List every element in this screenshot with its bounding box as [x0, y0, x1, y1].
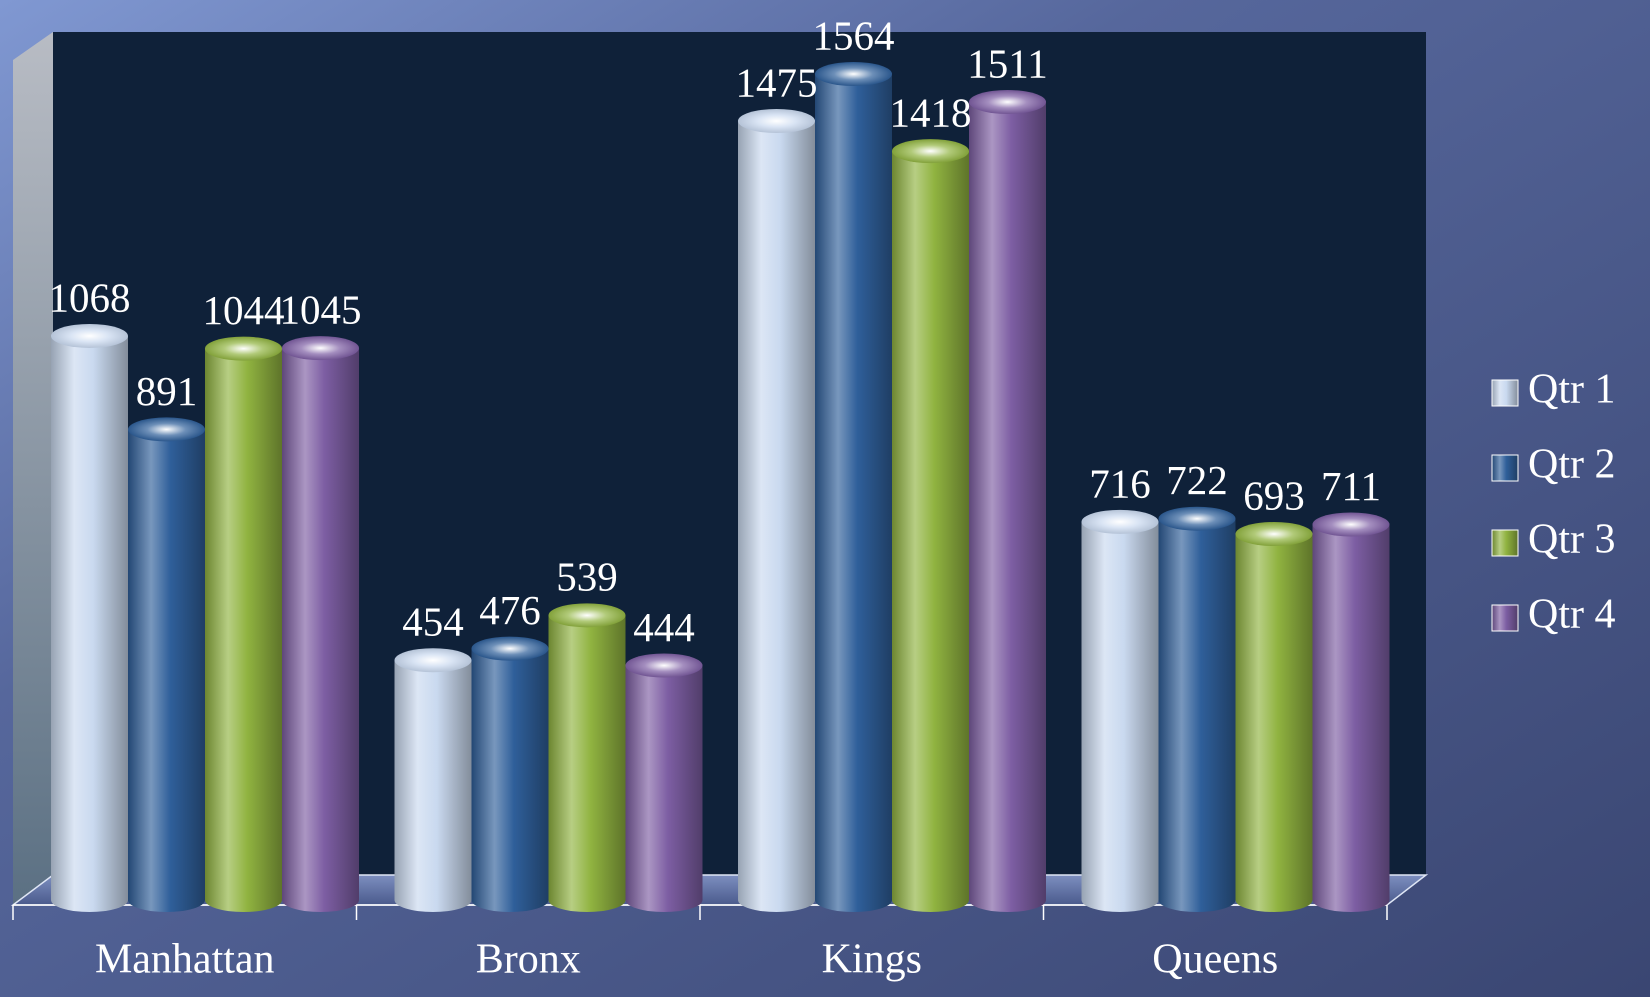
bar: [128, 429, 205, 912]
bar: [282, 348, 359, 912]
bar-top: [128, 417, 205, 442]
legend-swatch: [1491, 454, 1519, 482]
bar: [1312, 524, 1390, 912]
bar: [548, 615, 626, 912]
bar-top: [625, 653, 703, 678]
bar-top: [1081, 509, 1159, 534]
bar-top: [394, 648, 472, 673]
bar-top: [51, 323, 128, 348]
data-label: 1511: [967, 40, 1047, 86]
x-tick-label: Bronx: [476, 937, 581, 983]
legend-swatch: [1491, 379, 1519, 407]
data-label: 693: [1243, 472, 1305, 518]
data-label: 1418: [890, 90, 972, 136]
bar-top: [738, 109, 815, 134]
data-label: 722: [1166, 457, 1228, 503]
x-tick-label: Kings: [822, 937, 922, 983]
bar-top: [1158, 506, 1236, 531]
legend-label: Qtr 4: [1528, 592, 1616, 638]
bar: [471, 648, 549, 912]
bar-top: [1235, 522, 1313, 547]
bar: [394, 660, 472, 912]
data-label: 444: [633, 604, 695, 650]
data-label: 539: [556, 554, 618, 600]
plot: [51, 62, 1390, 913]
x-tick-label: Manhattan: [95, 937, 275, 983]
bar: [205, 348, 282, 912]
bar-top: [282, 336, 359, 361]
legend-swatch: [1491, 604, 1519, 632]
legend-label: Qtr 2: [1528, 442, 1616, 488]
bar: [1081, 521, 1159, 912]
bar-top: [892, 139, 969, 164]
bar: [1235, 534, 1313, 912]
data-label: 1068: [49, 274, 131, 320]
data-label: 476: [479, 587, 541, 633]
bar-top: [548, 603, 626, 628]
bar-top: [1312, 512, 1390, 537]
data-label: 454: [402, 599, 464, 645]
bar: [969, 101, 1046, 913]
bar-top: [205, 336, 282, 361]
data-label: 1564: [813, 12, 895, 58]
bar: [815, 74, 892, 912]
data-label: 711: [1321, 463, 1381, 509]
legend-swatch: [1491, 529, 1519, 557]
bar-top: [471, 636, 549, 661]
data-label: 1044: [203, 287, 285, 333]
data-label: 716: [1089, 460, 1151, 506]
data-label: 1475: [736, 59, 818, 105]
bar: [51, 335, 128, 912]
side-wall: [13, 32, 53, 905]
bar-top: [815, 62, 892, 86]
bar: [892, 151, 969, 912]
legend-label: Qtr 1: [1528, 367, 1616, 413]
bar-top: [969, 89, 1046, 114]
data-label: 1045: [280, 287, 362, 333]
bar: [625, 665, 703, 912]
data-label: 891: [136, 368, 198, 414]
bar: [1158, 518, 1236, 912]
legend-label: Qtr 3: [1528, 517, 1616, 563]
bar: [738, 121, 815, 912]
x-tick-label: Queens: [1152, 937, 1278, 983]
